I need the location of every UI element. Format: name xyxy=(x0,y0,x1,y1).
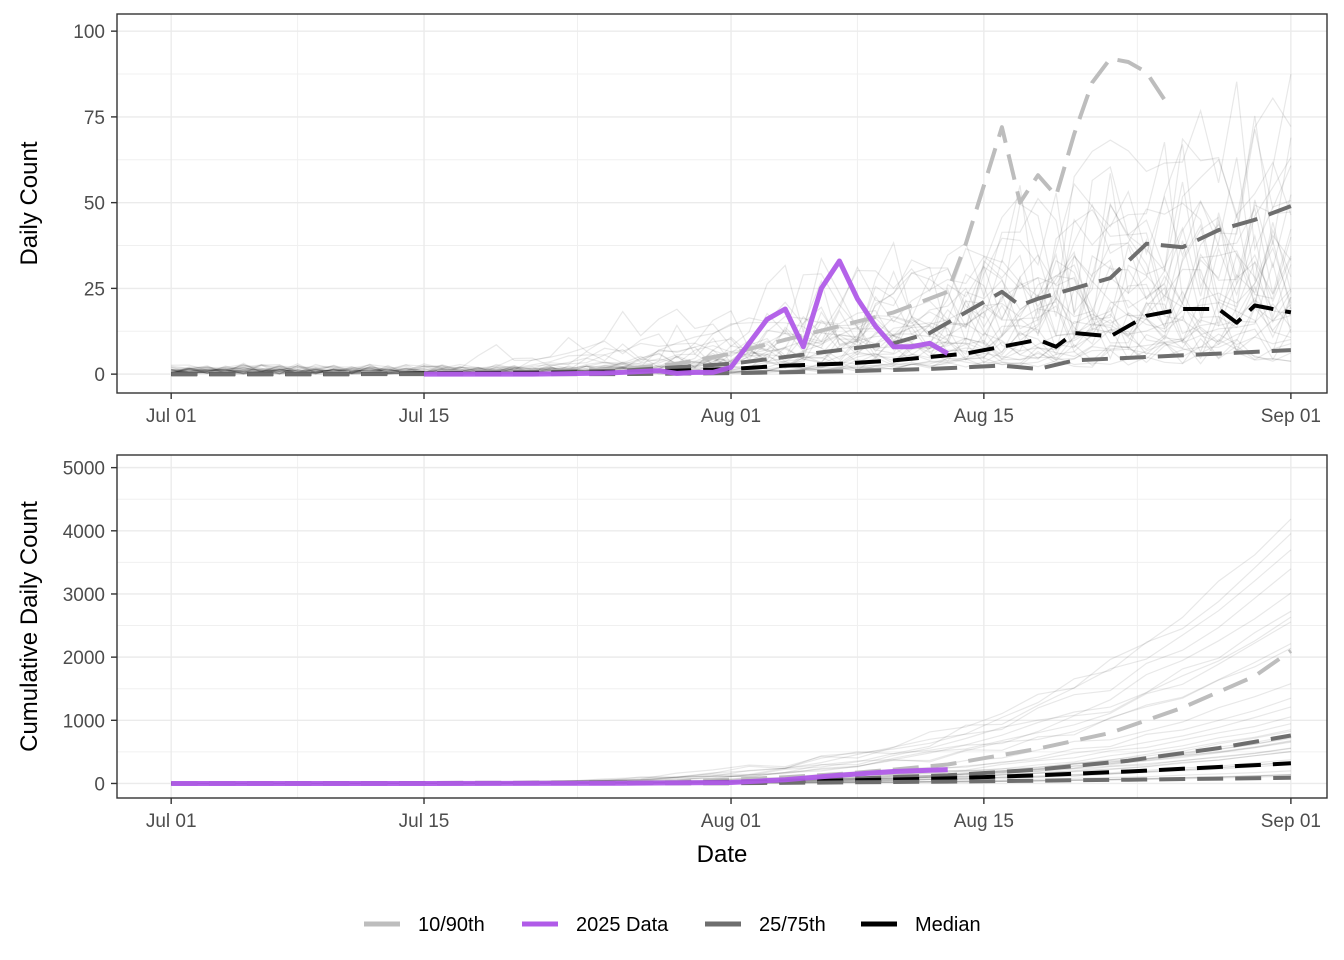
x-tick-label: Jul 01 xyxy=(146,406,197,427)
y-axis-title: Daily Count xyxy=(16,141,43,265)
background-trace xyxy=(171,73,1292,375)
x-tick-label: Jul 15 xyxy=(399,811,450,832)
y-tick-label: 75 xyxy=(84,108,105,129)
background-trace xyxy=(171,285,1292,375)
y-tick-label: 1000 xyxy=(63,711,105,732)
y-axis-title: Cumulative Daily Count xyxy=(16,501,43,752)
legend-item-25-75th: 25/75th xyxy=(705,914,826,936)
y-tick-label: 5000 xyxy=(63,459,105,480)
series-line-2025-data xyxy=(424,258,949,377)
daily-count-panel: Jul 01 Jul 15 Aug 01 Aug 15 Sep 01 0 25 50 75 100… xyxy=(16,13,1328,427)
background-trace xyxy=(171,338,1292,375)
series-line-25-75th-low xyxy=(171,775,1291,786)
legend-label-25-75th: 25/75th xyxy=(759,914,826,936)
background-trace xyxy=(171,302,1292,375)
y-tick-label: 50 xyxy=(84,194,105,215)
series-line-25-75th xyxy=(171,204,1292,377)
series-line-25-75th xyxy=(171,733,1292,786)
background-trace xyxy=(171,158,1292,375)
background-trace xyxy=(171,260,1292,375)
background-trace xyxy=(171,216,1292,375)
background-trace xyxy=(171,81,1292,375)
background-trace xyxy=(171,328,1292,375)
x-tick-label: Aug 15 xyxy=(954,811,1014,832)
legend-item-2025-data: 2025 Data xyxy=(522,914,669,936)
legend-label-median: Median xyxy=(915,914,981,936)
y-tick-label: 100 xyxy=(73,22,105,43)
y-tick-label: 0 xyxy=(94,774,105,795)
series-line-median xyxy=(171,761,1292,786)
background-trace xyxy=(171,296,1292,375)
y-tick-label: 2000 xyxy=(63,648,105,669)
legend-label-10-90th: 10/90th xyxy=(418,914,485,936)
panel-border xyxy=(116,454,1328,799)
background-trace xyxy=(171,337,1292,375)
x-tick-label: Aug 15 xyxy=(954,406,1014,427)
legend-label-2025-data: 2025 Data xyxy=(576,914,669,936)
background-trace xyxy=(171,208,1292,375)
plot-area xyxy=(117,455,1327,798)
background-trace xyxy=(171,115,1292,375)
series-line-2025-data xyxy=(171,767,948,786)
background-trace xyxy=(171,96,1292,375)
legend-item-10-90th: 10/90th xyxy=(364,914,485,936)
background-trace xyxy=(170,297,1292,375)
background-trace xyxy=(171,223,1292,375)
background-trace xyxy=(171,333,1292,375)
background-trace xyxy=(171,129,1292,375)
background-trace xyxy=(171,255,1292,375)
x-tick-label: Sep 01 xyxy=(1261,406,1321,427)
background-trace xyxy=(171,236,1292,375)
background-trace xyxy=(171,212,1292,375)
y-tick-label: 25 xyxy=(84,279,105,300)
background-trace xyxy=(171,157,1292,375)
y-tick-label: 0 xyxy=(94,365,105,386)
x-tick-label: Aug 01 xyxy=(701,811,761,832)
legend: 10/90th 2025 Data 25/75th Median xyxy=(364,914,981,936)
background-trace xyxy=(171,202,1291,375)
x-axis-title: Date xyxy=(697,841,748,868)
y-tick-label: 3000 xyxy=(63,585,105,606)
x-tick-label: Jul 15 xyxy=(399,406,450,427)
background-traces xyxy=(170,73,1292,375)
x-tick-label: Aug 01 xyxy=(701,406,761,427)
cumulative-count-panel: Jul 01 Jul 15 Aug 01 Aug 15 Sep 01 0 1000 2000 3… xyxy=(16,454,1328,868)
background-trace xyxy=(171,233,1292,375)
y-tick-label: 4000 xyxy=(63,522,105,543)
panel-border xyxy=(116,13,1328,394)
background-trace xyxy=(171,290,1291,375)
x-tick-label: Jul 01 xyxy=(146,811,197,832)
legend-item-median: Median xyxy=(861,914,981,936)
x-tick-label: Sep 01 xyxy=(1261,811,1321,832)
background-trace xyxy=(171,343,1291,375)
